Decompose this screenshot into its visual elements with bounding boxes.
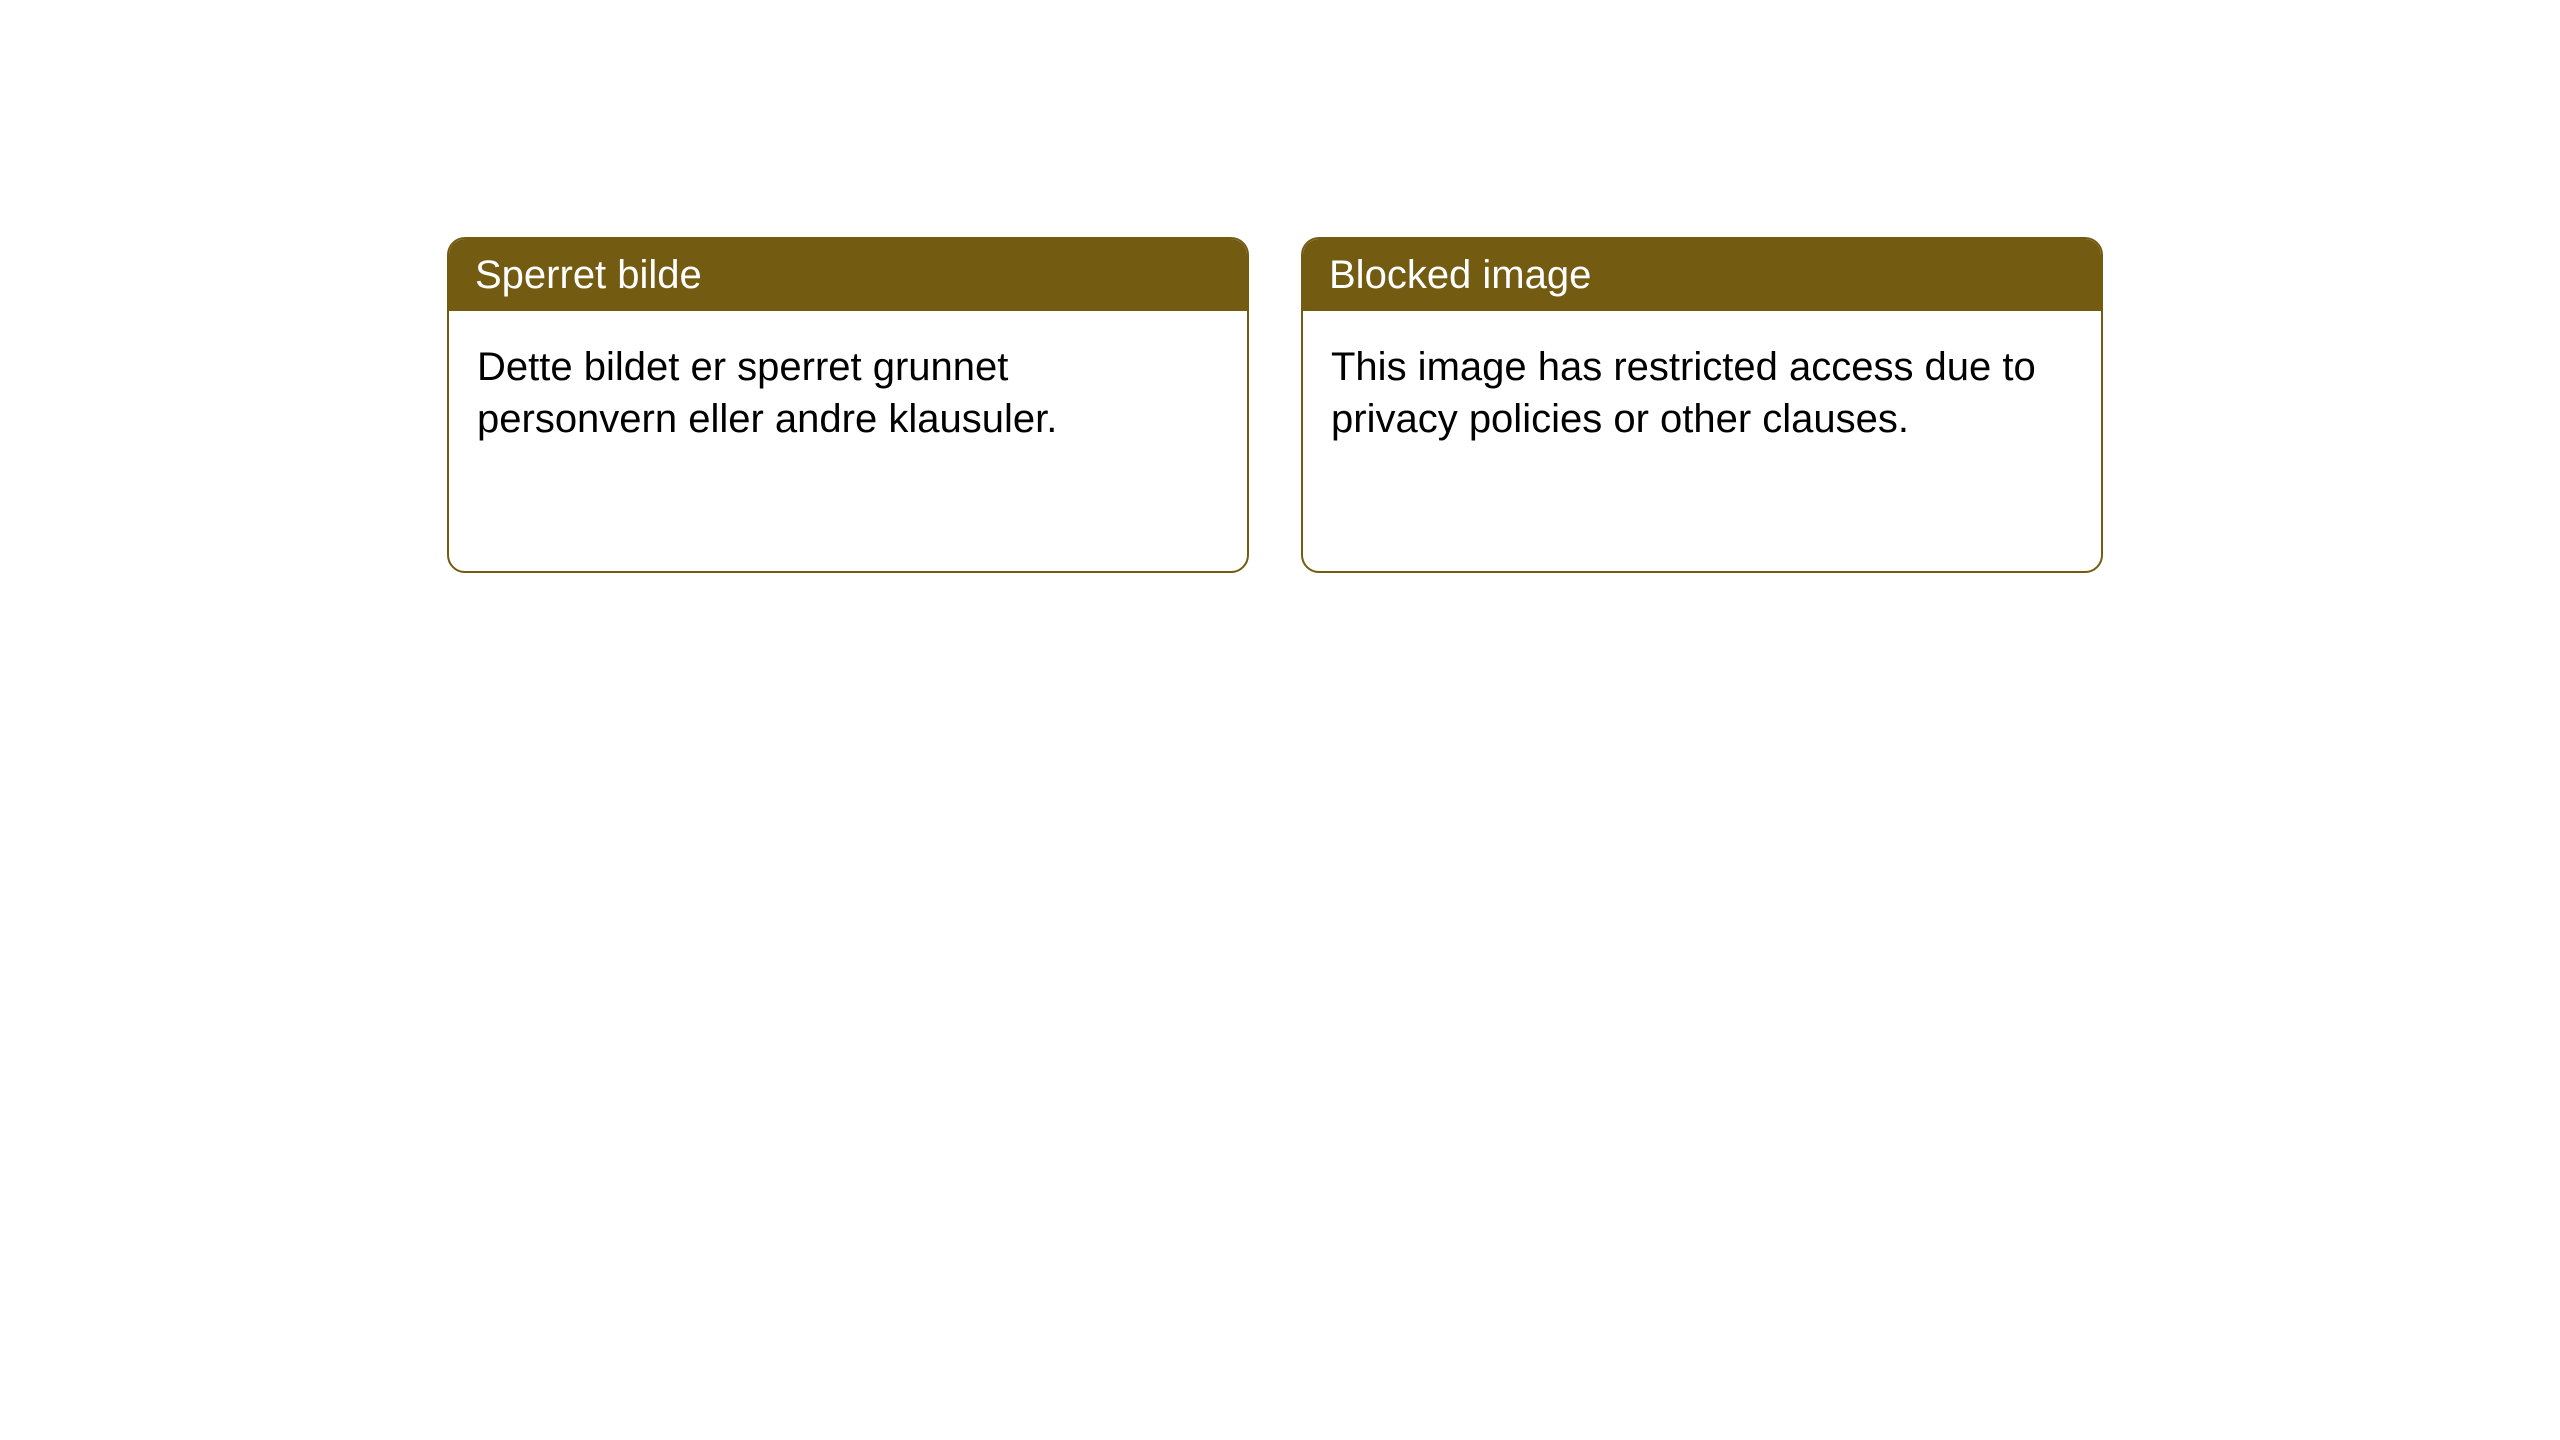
notice-card-norwegian: Sperret bilde Dette bildet er sperret gr… [447, 237, 1249, 573]
notice-header-norwegian: Sperret bilde [449, 239, 1247, 311]
notice-body-english: This image has restricted access due to … [1303, 311, 2101, 475]
notice-body-norwegian: Dette bildet er sperret grunnet personve… [449, 311, 1247, 475]
notice-container: Sperret bilde Dette bildet er sperret gr… [447, 237, 2103, 573]
notice-card-english: Blocked image This image has restricted … [1301, 237, 2103, 573]
notice-header-english: Blocked image [1303, 239, 2101, 311]
